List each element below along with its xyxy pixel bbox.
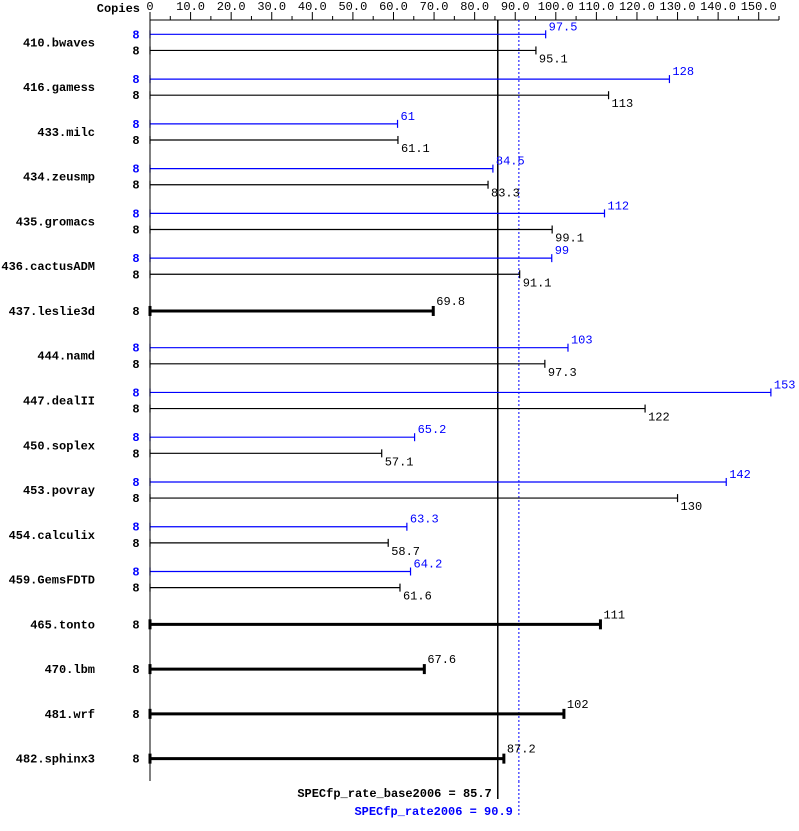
svg-text:61: 61 [401, 110, 415, 124]
svg-text:50.0: 50.0 [338, 0, 367, 14]
benchmark-label: 450.soplex [23, 439, 95, 453]
svg-text:8: 8 [132, 618, 139, 632]
svg-text:120.0: 120.0 [619, 0, 655, 14]
svg-text:8: 8 [132, 447, 139, 461]
svg-text:110.0: 110.0 [578, 0, 614, 14]
svg-text:153: 153 [774, 378, 796, 392]
svg-text:87.2: 87.2 [507, 743, 536, 757]
svg-text:8: 8 [132, 476, 139, 490]
svg-text:8: 8 [132, 73, 139, 87]
svg-text:8: 8 [132, 708, 139, 722]
svg-text:97.5: 97.5 [549, 20, 578, 34]
svg-text:8: 8 [132, 537, 139, 551]
svg-text:130.0: 130.0 [660, 0, 696, 14]
svg-text:69.8: 69.8 [436, 295, 465, 309]
svg-text:8: 8 [132, 403, 139, 417]
svg-text:8: 8 [132, 431, 139, 445]
svg-text:8: 8 [132, 342, 139, 356]
benchmark-label: 435.gromacs [16, 215, 95, 229]
base-score-label: SPECfp_rate_base2006 = 85.7 [297, 787, 491, 801]
peak-score-label: SPECfp_rate2006 = 90.9 [354, 805, 512, 819]
benchmark-label: 434.zeusmp [23, 171, 95, 185]
benchmark-label: 470.lbm [45, 663, 95, 677]
svg-text:8: 8 [132, 118, 139, 132]
svg-text:61.6: 61.6 [403, 590, 432, 604]
svg-text:111: 111 [603, 608, 625, 622]
svg-text:8: 8 [132, 663, 139, 677]
svg-text:142: 142 [729, 468, 751, 482]
svg-text:8: 8 [132, 492, 139, 506]
svg-text:128: 128 [672, 65, 694, 79]
svg-text:0: 0 [146, 0, 153, 14]
svg-text:10.0: 10.0 [176, 0, 205, 14]
svg-text:103: 103 [571, 334, 593, 348]
benchmark-label: 447.dealII [23, 395, 95, 409]
benchmark-label: 453.povray [23, 484, 95, 498]
benchmark-label: 482.sphinx3 [16, 753, 95, 767]
svg-text:61.1: 61.1 [401, 142, 430, 156]
svg-text:63.3: 63.3 [410, 513, 439, 527]
svg-text:8: 8 [132, 207, 139, 221]
svg-text:95.1: 95.1 [539, 52, 568, 66]
svg-text:8: 8 [132, 252, 139, 266]
benchmark-label: 433.milc [37, 126, 95, 140]
svg-text:67.6: 67.6 [427, 653, 456, 667]
svg-text:57.1: 57.1 [385, 455, 414, 469]
svg-text:Copies: Copies [97, 2, 140, 16]
svg-text:60.0: 60.0 [379, 0, 408, 14]
svg-text:97.3: 97.3 [548, 366, 577, 380]
benchmark-label: 436.cactusADM [1, 260, 95, 274]
svg-text:8: 8 [132, 44, 139, 58]
benchmark-chart: 0 10.0 20.0 30.0 40.0 50.0 60.0 70.0 80.0 90.0 100… [0, 0, 799, 831]
svg-text:8: 8 [132, 89, 139, 103]
benchmark-label: 459.GemsFDTD [9, 574, 95, 588]
benchmark-label: 481.wrf [45, 708, 95, 722]
svg-text:113: 113 [612, 97, 634, 111]
svg-text:150.0: 150.0 [741, 0, 777, 14]
svg-text:8: 8 [132, 28, 139, 42]
svg-text:8: 8 [132, 582, 139, 596]
svg-text:112: 112 [608, 199, 630, 213]
svg-text:20.0: 20.0 [217, 0, 246, 14]
svg-text:8: 8 [132, 223, 139, 237]
svg-text:102: 102 [567, 698, 589, 712]
benchmark-label: 465.tonto [30, 618, 95, 632]
benchmark-label: 410.bwaves [23, 36, 95, 50]
svg-text:8: 8 [132, 566, 139, 580]
svg-text:99: 99 [555, 244, 569, 258]
svg-text:64.2: 64.2 [414, 558, 443, 572]
svg-text:8: 8 [132, 134, 139, 148]
svg-text:40.0: 40.0 [298, 0, 327, 14]
svg-text:90.0: 90.0 [501, 0, 530, 14]
svg-text:84.5: 84.5 [496, 155, 525, 169]
svg-text:8: 8 [132, 305, 139, 319]
svg-text:8: 8 [132, 753, 139, 767]
svg-text:100.0: 100.0 [538, 0, 574, 14]
svg-text:30.0: 30.0 [257, 0, 286, 14]
benchmark-label: 454.calculix [9, 529, 95, 543]
svg-text:8: 8 [132, 179, 139, 193]
benchmark-label: 444.namd [37, 350, 95, 364]
benchmark-label: 437.leslie3d [9, 305, 95, 319]
svg-text:80.0: 80.0 [460, 0, 489, 14]
svg-text:83.3: 83.3 [491, 187, 520, 201]
benchmark-label: 416.gamess [23, 81, 95, 95]
svg-text:8: 8 [132, 521, 139, 535]
svg-text:8: 8 [132, 163, 139, 177]
svg-text:140.0: 140.0 [700, 0, 736, 14]
svg-text:70.0: 70.0 [420, 0, 449, 14]
svg-text:65.2: 65.2 [418, 423, 447, 437]
svg-text:122: 122 [648, 411, 670, 425]
svg-text:8: 8 [132, 268, 139, 282]
svg-text:91.1: 91.1 [523, 276, 552, 290]
svg-text:8: 8 [132, 358, 139, 372]
svg-text:130: 130 [681, 500, 703, 514]
svg-text:8: 8 [132, 386, 139, 400]
